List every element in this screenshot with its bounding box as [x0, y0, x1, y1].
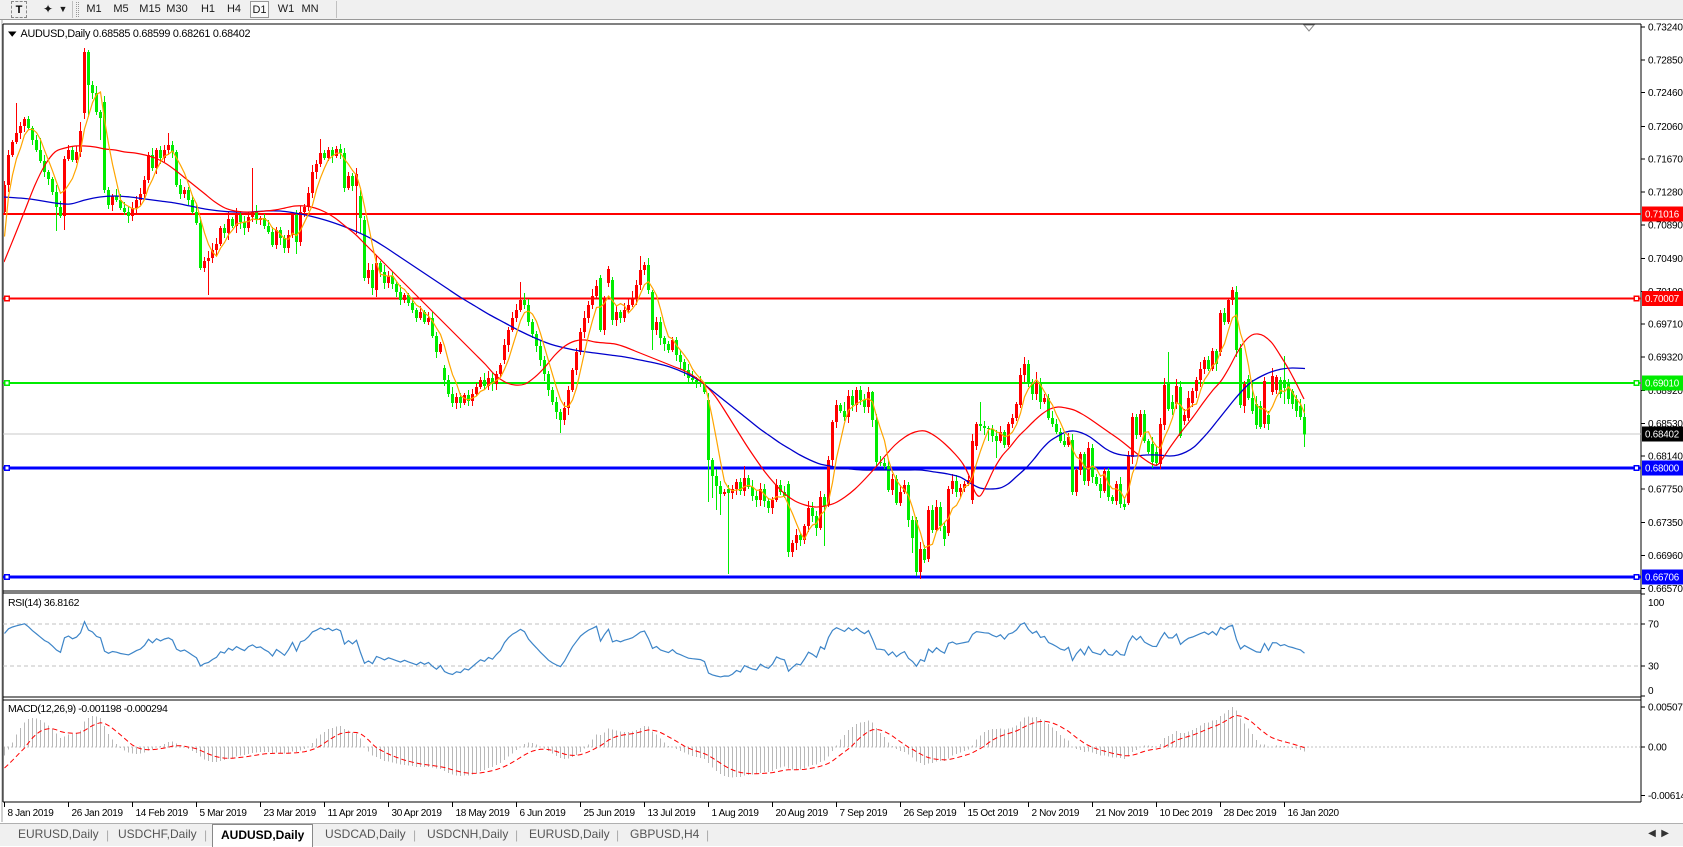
svg-text:0.66706: 0.66706 [1645, 573, 1680, 584]
svg-text:2 Nov 2019: 2 Nov 2019 [1032, 808, 1080, 819]
svg-text:0.73240: 0.73240 [1648, 23, 1683, 34]
svg-text:25 Jun 2019: 25 Jun 2019 [584, 808, 636, 819]
svg-text:28 Dec 2019: 28 Dec 2019 [1224, 808, 1278, 819]
svg-text:8 Jan 2019: 8 Jan 2019 [8, 808, 55, 819]
svg-text:0.69710: 0.69710 [1648, 320, 1683, 331]
svg-text:0.68920: 0.68920 [1648, 386, 1683, 397]
svg-text:0.70007: 0.70007 [1645, 294, 1679, 305]
svg-text:7 Sep 2019: 7 Sep 2019 [840, 808, 888, 819]
svg-text:-0.006148: -0.006148 [1648, 791, 1683, 802]
svg-text:0.68402: 0.68402 [1645, 430, 1679, 441]
svg-text:0.67350: 0.67350 [1648, 518, 1683, 529]
svg-text:0.66960: 0.66960 [1648, 551, 1683, 562]
svg-text:23 Mar 2019: 23 Mar 2019 [264, 808, 317, 819]
svg-text:0.69010: 0.69010 [1645, 379, 1680, 390]
svg-text:70: 70 [1648, 620, 1659, 631]
svg-text:30 Apr 2019: 30 Apr 2019 [392, 808, 443, 819]
svg-text:10 Dec 2019: 10 Dec 2019 [1160, 808, 1214, 819]
svg-text:0: 0 [1648, 686, 1654, 697]
svg-text:26 Sep 2019: 26 Sep 2019 [904, 808, 958, 819]
svg-text:0.68140: 0.68140 [1648, 452, 1683, 463]
svg-text:0.71016: 0.71016 [1645, 210, 1680, 221]
svg-text:0.71670: 0.71670 [1648, 155, 1683, 166]
svg-text:11 Apr 2019: 11 Apr 2019 [328, 808, 378, 819]
svg-text:1 Aug 2019: 1 Aug 2019 [712, 808, 760, 819]
svg-text:15 Oct 2019: 15 Oct 2019 [968, 808, 1019, 819]
svg-text:0.67750: 0.67750 [1648, 485, 1683, 496]
svg-text:0.72850: 0.72850 [1648, 55, 1683, 66]
svg-text:18 May 2019: 18 May 2019 [456, 808, 511, 819]
svg-text:16 Jan 2020: 16 Jan 2020 [1288, 808, 1340, 819]
svg-text:100: 100 [1648, 598, 1665, 609]
svg-text:20 Aug 2019: 20 Aug 2019 [776, 808, 829, 819]
svg-text:21 Nov 2019: 21 Nov 2019 [1096, 808, 1150, 819]
svg-text:0.72060: 0.72060 [1648, 122, 1683, 133]
svg-text:14 Feb 2019: 14 Feb 2019 [136, 808, 189, 819]
svg-text:13 Jul 2019: 13 Jul 2019 [648, 808, 697, 819]
svg-text:RSI(14) 36.8162: RSI(14) 36.8162 [8, 597, 80, 609]
svg-text:0.68530: 0.68530 [1648, 419, 1683, 430]
svg-text:0.70890: 0.70890 [1648, 220, 1683, 231]
svg-text:0.66570: 0.66570 [1648, 584, 1683, 595]
svg-text:0.72460: 0.72460 [1648, 88, 1683, 99]
svg-text:0.00: 0.00 [1648, 743, 1667, 754]
svg-text:AUDUSD,Daily 0.68585 0.68599: AUDUSD,Daily 0.68585 0.68599 0.68261 0.6… [21, 28, 251, 40]
svg-text:MACD(12,26,9) -0.001198 -0.000: MACD(12,26,9) -0.001198 -0.000294 [8, 703, 168, 715]
svg-text:0.71280: 0.71280 [1648, 188, 1683, 199]
svg-text:5 Mar 2019: 5 Mar 2019 [200, 808, 248, 819]
svg-text:26 Jan 2019: 26 Jan 2019 [72, 808, 124, 819]
svg-text:0.70490: 0.70490 [1648, 254, 1683, 265]
svg-text:30: 30 [1648, 661, 1659, 672]
svg-text:0.005076: 0.005076 [1648, 702, 1683, 713]
svg-text:0.69320: 0.69320 [1648, 352, 1683, 363]
svg-text:6 Jun 2019: 6 Jun 2019 [520, 808, 567, 819]
svg-text:0.68000: 0.68000 [1645, 464, 1680, 475]
